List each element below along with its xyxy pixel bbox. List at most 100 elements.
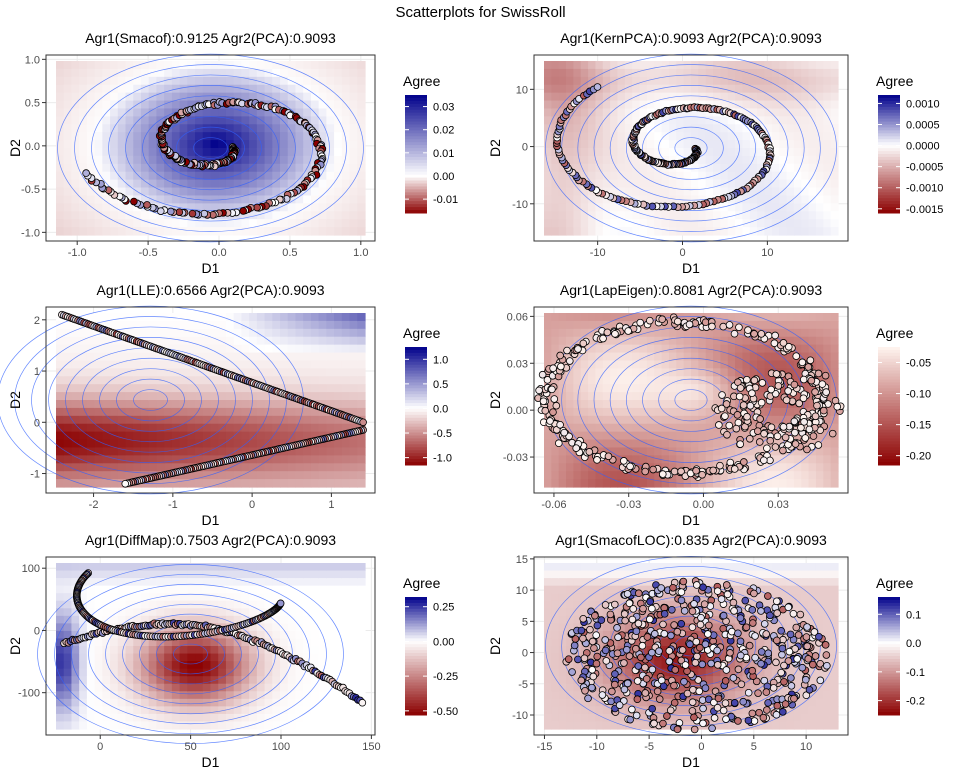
heat-cell [801,172,809,181]
heat-cell [319,455,327,464]
heat-cell [272,321,280,330]
heat-cell [787,455,795,464]
heat-cell [126,69,134,78]
heat-cell [566,203,574,212]
heat-cell [573,116,581,125]
heat-cell [357,392,365,401]
heat-cell [56,180,64,189]
heat-cell [742,164,750,173]
heat-cell [610,93,618,102]
heat-cell [95,61,103,70]
heat-cell [79,148,87,157]
heat-cell [581,195,589,204]
heat-cell [71,392,79,401]
heat-cell [618,77,626,86]
heat-cell [288,180,296,189]
heat-cell [559,172,567,181]
heat-cell [311,353,319,362]
heat-cell [257,471,265,480]
heat-cell [156,227,164,236]
data-point [122,480,129,487]
heatmap [544,61,839,236]
heat-cell [794,132,802,141]
heat-cell [342,211,350,220]
heat-cell [303,140,311,149]
heat-cell [311,321,319,330]
heat-cell [64,416,72,425]
heat-cell [110,148,118,157]
heat-cell [141,440,149,449]
data-point [557,363,564,370]
heat-cell [288,93,296,102]
heat-cell [742,93,750,102]
heat-cell [357,368,365,377]
heat-cell [295,227,303,236]
data-point [360,419,367,426]
data-point [83,170,90,177]
heat-cell [757,61,765,70]
heat-cell [95,447,103,456]
data-point [693,467,700,474]
heat-cell [187,180,195,189]
heat-cell [809,337,817,346]
heat-cell [559,69,567,78]
heat-cell [79,93,87,102]
heat-cell [350,69,358,78]
legend-swatch [405,441,427,444]
data-point [810,433,817,440]
heat-cell [809,140,817,149]
heat-cell [87,400,95,409]
heat-cell [226,329,234,338]
legend-swatch [405,166,427,169]
heat-cell [559,479,567,488]
heat-cell [603,140,611,149]
heat-cell [662,124,670,133]
legend-swatch [405,160,427,163]
x-tick-label: 1 [328,499,334,511]
heat-cell [809,219,817,228]
heat-cell [772,124,780,133]
heat-cell [603,227,611,236]
heat-cell [662,116,670,125]
heat-cell [187,368,195,377]
heat-cell [809,108,817,117]
heat-cell [684,447,692,456]
heat-cell [234,188,242,197]
heat-cell [544,471,552,480]
heat-cell [801,188,809,197]
heat-cell [625,116,633,125]
heat-cell [102,400,110,409]
heat-cell [118,108,126,117]
heat-cell [133,93,141,102]
legend-swatch [878,163,900,166]
heat-cell [295,156,303,165]
heat-cell [779,321,787,330]
heat-cell [691,384,699,393]
heat-cell [56,376,64,385]
heat-cell [118,416,126,425]
heat-cell [816,360,824,369]
heat-cell [544,61,552,70]
heat-cell [64,227,72,236]
heat-cell [110,376,118,385]
heat-cell [71,376,79,385]
heat-cell [350,203,358,212]
heat-cell [350,353,358,362]
heat-cell [326,164,334,173]
heat-cell [801,195,809,204]
heat-cell [357,313,365,322]
heat-cell [319,321,327,330]
heat-cell [357,455,365,464]
heat-cell [350,93,358,102]
heat-cell [713,93,721,102]
heat-cell [280,156,288,165]
heat-cell [257,313,265,322]
heat-cell [326,172,334,181]
heat-cell [241,384,249,393]
heat-cell [311,329,319,338]
heat-cell [551,203,559,212]
heat-cell [95,471,103,480]
heat-cell [141,353,149,362]
heat-cell [295,337,303,346]
